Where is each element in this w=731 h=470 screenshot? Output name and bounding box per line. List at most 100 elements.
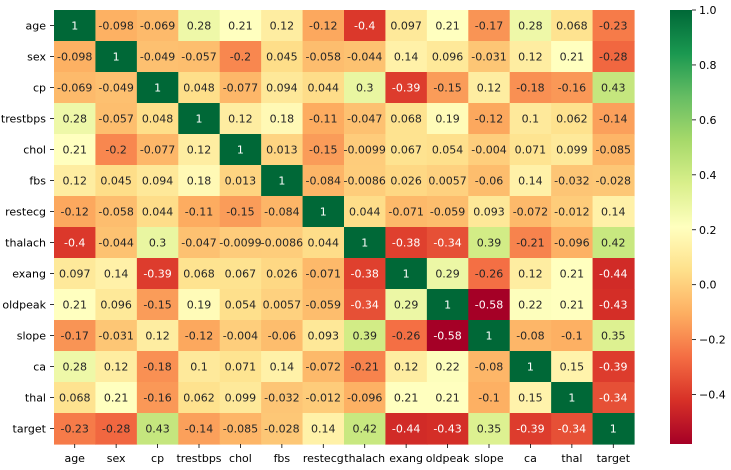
heatmap-cell: [344, 72, 387, 104]
y-tick-label: target: [13, 423, 47, 436]
cell-value-label: -0.0099: [219, 237, 261, 250]
heatmap-cell: [592, 320, 635, 352]
heatmap-cell: [261, 227, 304, 259]
cell-value-label: 0.43: [145, 423, 170, 436]
cell-value-label: 0.096: [100, 299, 132, 312]
heatmap-cell: [426, 103, 469, 135]
cell-value-label: 0.21: [560, 268, 585, 281]
x-tick-label: trestbps: [176, 452, 221, 465]
cell-value-label: 0.067: [225, 268, 257, 281]
cell-value-label: 0.12: [145, 330, 170, 343]
heatmap-cell: [261, 41, 304, 73]
cell-value-label: 0.35: [601, 330, 626, 343]
heatmap-cell: [344, 351, 387, 383]
cell-value-label: -0.26: [475, 268, 503, 281]
cell-value-label: 0.026: [390, 175, 422, 188]
heatmap-cell: [219, 227, 262, 259]
cell-value-label: -0.0099: [343, 144, 385, 157]
heatmap-cell: [468, 320, 511, 352]
cell-value-label: 0.29: [394, 299, 419, 312]
heatmap-cell: [95, 41, 138, 73]
cell-value-label: -0.18: [143, 361, 171, 374]
heatmap-cell: [261, 351, 304, 383]
cell-value-label: -0.057: [181, 51, 216, 64]
y-tick-label: trestbps: [1, 113, 46, 126]
colorbar-tick-label: 0.2: [699, 224, 717, 237]
cell-value-label: -0.43: [433, 423, 461, 436]
cell-value-label: 0.071: [225, 361, 257, 374]
heatmap-cell: [509, 289, 552, 321]
heatmap-cell: [344, 134, 387, 166]
y-tick-label: fbs: [29, 175, 46, 188]
cell-value-label: -0.21: [350, 361, 378, 374]
heatmap-cell: [95, 134, 138, 166]
heatmap-cell: [468, 196, 511, 228]
heatmap-cell: [136, 165, 179, 197]
cell-value-label: 1: [444, 299, 451, 312]
cell-value-label: -0.28: [599, 51, 627, 64]
heatmap-cell: [302, 320, 345, 352]
heatmap-cell: [426, 351, 469, 383]
heatmap-cell: [261, 382, 304, 414]
heatmap-cell: [426, 72, 469, 104]
cell-value-label: 0.42: [352, 423, 377, 436]
cell-value-label: -0.098: [98, 20, 133, 33]
cell-value-label: 0.045: [266, 51, 298, 64]
heatmap-cell: [95, 10, 138, 42]
heatmap-cell: [302, 382, 345, 414]
heatmap-cell: [468, 382, 511, 414]
heatmap-cell: [551, 72, 594, 104]
heatmap-cell: [468, 289, 511, 321]
x-tick-label: chol: [229, 452, 252, 465]
cell-value-label: -0.098: [57, 51, 92, 64]
heatmap-cell: [468, 41, 511, 73]
heatmap-cell: [54, 165, 97, 197]
cell-value-label: 0.0057: [428, 175, 467, 188]
heatmap-cell: [385, 227, 428, 259]
y-tick-label: thalach: [5, 237, 46, 250]
cell-value-label: 0.068: [183, 268, 215, 281]
heatmap-cell: [551, 103, 594, 135]
cell-value-label: 0.21: [62, 144, 87, 157]
cell-value-label: 1: [568, 392, 575, 405]
colorbar-gradient: [670, 10, 692, 444]
heatmap-cell: [136, 351, 179, 383]
cell-value-label: 0.22: [518, 299, 543, 312]
cell-value-label: -0.23: [60, 423, 88, 436]
heatmap-cell: [551, 289, 594, 321]
heatmap-cell: [509, 10, 552, 42]
heatmap-cell: [509, 320, 552, 352]
heatmap-cell: [219, 289, 262, 321]
cell-value-label: -0.44: [599, 268, 627, 281]
cell-value-label: -0.34: [433, 237, 461, 250]
heatmap-cell: [178, 227, 221, 259]
heatmap-cell: [219, 413, 262, 445]
cell-value-label: -0.071: [388, 206, 423, 219]
heatmap-cell: [261, 72, 304, 104]
cell-value-label: -0.058: [306, 51, 341, 64]
cell-value-label: 1: [320, 206, 327, 219]
heatmap-cell: [54, 351, 97, 383]
cell-value-label: 0.068: [556, 20, 588, 33]
y-tick-label: slope: [17, 330, 46, 343]
cell-value-label: -0.031: [98, 330, 133, 343]
cell-value-label: 1: [403, 268, 410, 281]
heatmap-cell: [426, 320, 469, 352]
heatmap-cell: [54, 10, 97, 42]
cell-value-label: -0.031: [471, 51, 506, 64]
heatmap-cell: [219, 41, 262, 73]
heatmap-cell: [54, 320, 97, 352]
heatmap-cell: [468, 72, 511, 104]
cell-value-label: 0.068: [59, 392, 91, 405]
cell-value-label: -0.58: [433, 330, 461, 343]
cell-value-label: 0.43: [601, 82, 626, 95]
cell-value-label: -0.34: [599, 392, 627, 405]
cell-value-label: -0.26: [392, 330, 420, 343]
cell-value-label: 0.093: [308, 330, 340, 343]
heatmap-cell: [468, 258, 511, 290]
cell-value-label: 0.14: [104, 268, 129, 281]
cell-value-label: -0.4: [354, 20, 375, 33]
cell-value-label: 1: [237, 144, 244, 157]
heatmap-cell: [344, 320, 387, 352]
